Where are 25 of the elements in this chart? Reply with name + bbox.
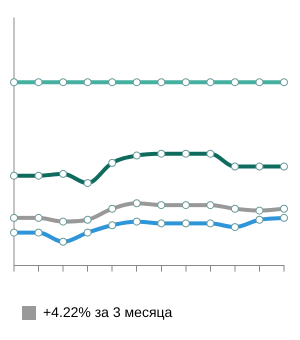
point (157, 201, 166, 210)
point (132, 78, 141, 86)
point (34, 214, 43, 222)
point (157, 78, 166, 86)
point (10, 214, 18, 222)
point (255, 206, 264, 215)
point (10, 78, 18, 86)
point (206, 201, 214, 210)
point (280, 204, 288, 213)
point (59, 78, 68, 86)
point (280, 78, 288, 86)
point (230, 78, 239, 86)
point (59, 218, 68, 226)
point (84, 216, 92, 224)
point (84, 78, 92, 86)
legend-label: +4.22% за 3 месяца (43, 304, 173, 320)
point (182, 201, 190, 210)
point (206, 78, 214, 86)
point (255, 78, 264, 86)
point (182, 78, 190, 86)
point (108, 204, 116, 213)
point (34, 78, 43, 86)
point (108, 78, 116, 86)
point (230, 204, 239, 213)
point (132, 199, 141, 208)
